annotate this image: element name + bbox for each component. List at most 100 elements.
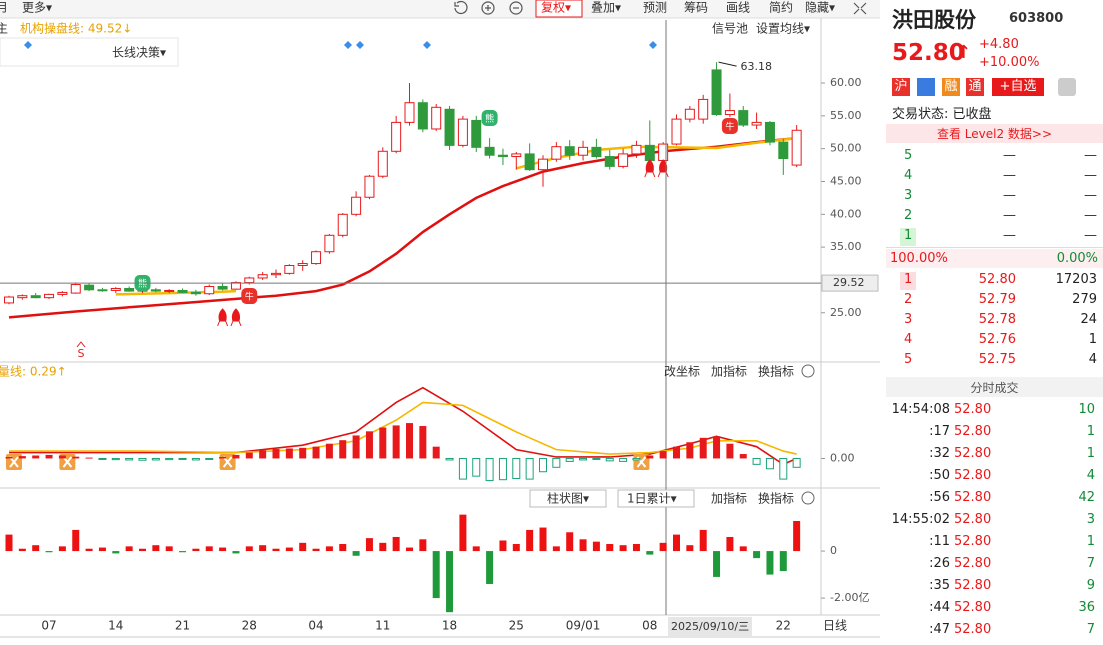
indicator-label: 量线: 0.29↑ — [0, 365, 67, 379]
quote-panel: 洪田股份 603800 52.80 ↑ +4.80 +10.00% 沪融通 +自选 交易状态: … — [886, 0, 1103, 645]
toolbar-item[interactable]: 复权▾ — [541, 1, 571, 15]
candle-body — [364, 175, 375, 198]
candle-body — [84, 284, 95, 291]
trade-vol: 7 — [1086, 622, 1095, 637]
bar — [512, 544, 520, 552]
bar — [432, 551, 440, 599]
y-tick-label: 60.00 — [830, 76, 862, 89]
bell-icon[interactable] — [1058, 78, 1076, 96]
candle-body — [564, 146, 575, 156]
panel-button: 加指标 — [711, 364, 747, 379]
trade-price: 52.80 — [954, 556, 992, 571]
trade-price: 52.80 — [954, 446, 992, 461]
candle-body — [484, 146, 495, 156]
candle-body — [684, 108, 695, 120]
signal-icon — [241, 288, 258, 304]
watch-button[interactable]: +自选 — [992, 78, 1044, 96]
bar — [151, 457, 160, 461]
bar — [445, 457, 454, 461]
bar — [352, 551, 360, 556]
trade-time: :11 — [929, 534, 950, 549]
dropdown-label: 1日累计▾ — [627, 492, 677, 506]
signal-icon — [721, 118, 738, 134]
y-tick-label: 45.00 — [830, 174, 862, 187]
bar — [646, 551, 654, 555]
bar — [659, 542, 667, 552]
level2-link[interactable]: 查看 Level2 数据>> — [936, 127, 1053, 141]
candle-body — [751, 121, 762, 126]
bar — [619, 545, 627, 552]
candle-body — [377, 150, 388, 177]
indicator-label: 机构操盘线: 49.52↓ — [20, 21, 132, 36]
ask-price: — — [1003, 188, 1016, 203]
level-highlight — [900, 272, 916, 290]
ask-vol: — — [1084, 148, 1097, 163]
bar — [713, 436, 721, 459]
candle-body — [497, 154, 508, 158]
trade-price: 52.80 — [954, 512, 992, 527]
bar — [232, 551, 240, 554]
chart-area: 月 更多▾ 复权▾ 叠加▾ 预测 筹码 画线 简约 隐藏▾ 60.00 55.00… — [0, 0, 880, 638]
bar — [285, 448, 293, 459]
bar — [392, 536, 400, 552]
bar — [312, 548, 320, 552]
annotation-label: 63.18 — [741, 60, 773, 73]
bar — [752, 457, 761, 465]
bar — [673, 534, 680, 552]
trade-time: :44 — [929, 600, 950, 615]
trade-price: 52.80 — [954, 490, 992, 505]
trade-price: 52.80 — [954, 468, 992, 483]
bar — [352, 435, 360, 459]
x-tick-label: 18 — [442, 619, 457, 633]
toolbar-item[interactable]: 月 — [0, 1, 8, 15]
active-button[interactable] — [535, 0, 583, 18]
toolbar-item[interactable]: 更多▾ — [22, 1, 52, 15]
bar — [458, 457, 467, 480]
bar — [245, 452, 253, 459]
candle-body — [791, 129, 802, 166]
bar — [85, 457, 93, 459]
bar — [205, 457, 214, 460]
bid-price: 52.76 — [978, 332, 1016, 347]
bar — [365, 431, 373, 459]
bar — [232, 454, 240, 459]
ask-vol: — — [1084, 228, 1097, 243]
trade-vol: 1 — [1086, 424, 1095, 439]
ratio-bid: 100.00% — [890, 251, 948, 266]
toolbar-item[interactable]: 隐藏▾ — [805, 1, 835, 15]
change: +4.80 — [979, 37, 1019, 52]
candle-body — [724, 110, 735, 116]
bar — [686, 442, 694, 459]
toolbar-item[interactable]: 预测 — [643, 1, 667, 15]
trade-price: 52.80 — [954, 424, 992, 439]
candle-body — [204, 286, 215, 295]
trade-price: 52.80 — [954, 402, 992, 417]
x-tick-label: 09/01 — [566, 619, 601, 633]
bar — [365, 538, 373, 552]
toolbar-item[interactable]: 简约 — [769, 0, 793, 15]
bid-level: 2 — [904, 292, 913, 307]
indicator-line — [9, 386, 797, 466]
ask-level: 3 — [904, 188, 913, 203]
bid-level: 4 — [904, 332, 913, 347]
toolbar-item[interactable]: 画线 — [726, 1, 750, 15]
toolbar-icons[interactable] — [454, 0, 867, 15]
trade-time: 14:55:02 — [891, 512, 950, 527]
dropdown — [529, 489, 607, 508]
trade-time: :35 — [929, 578, 950, 593]
bar — [779, 457, 788, 480]
badge-icon — [917, 78, 935, 96]
candle-body — [164, 289, 175, 292]
ask-vol: — — [1084, 188, 1097, 203]
period-label: 日线 — [823, 619, 847, 633]
candle-body — [110, 287, 121, 291]
trade-time: :26 — [929, 556, 950, 571]
toolbar-item[interactable]: 叠加▾ — [591, 1, 621, 15]
bar — [565, 457, 574, 462]
candle-body — [271, 272, 281, 276]
cross-mark — [62, 456, 73, 468]
bar — [325, 443, 333, 459]
signal-text: 牛 — [725, 121, 734, 133]
toolbar-item[interactable]: 筹码 — [684, 1, 708, 15]
ask-price: — — [1003, 208, 1016, 223]
